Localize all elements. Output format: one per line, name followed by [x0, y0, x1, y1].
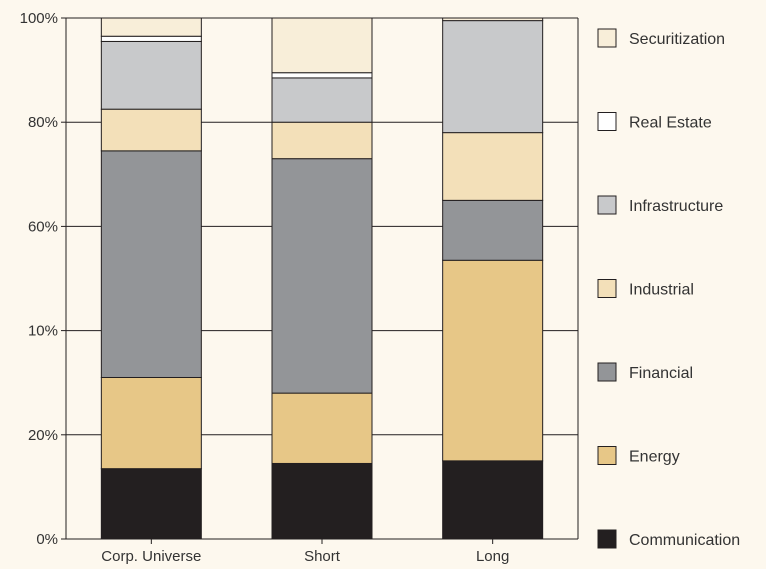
legend-item-communication: Communication — [597, 529, 740, 549]
legend-label: Financial — [629, 365, 693, 382]
legend-swatch — [597, 446, 617, 465]
legend-label: Energy — [629, 449, 680, 466]
bar-segment-energy — [442, 259, 544, 462]
bar-segment-infrastructure — [100, 40, 202, 110]
bars — [100, 17, 544, 540]
y-tick-label: 0% — [36, 531, 58, 548]
legend-swatch — [597, 362, 617, 382]
x-tick-label: Long — [476, 548, 509, 565]
bar-segment-real-estate — [100, 35, 202, 42]
bar-segment-securitization — [442, 17, 544, 22]
y-tick-labels: 0% 20% 10% 60% 80% 100% — [20, 10, 58, 548]
bar-segment-securitization — [271, 17, 373, 74]
x-tick-label: Corp. Universe — [101, 548, 201, 565]
bar-segment-communication — [271, 462, 373, 540]
legend-item-infrastructure: Infrastructure — [597, 195, 723, 215]
bar-segment-industrial — [100, 108, 202, 152]
legend-swatch — [597, 279, 617, 298]
y-tick-label: 60% — [28, 218, 58, 235]
bar-segment-financial — [442, 199, 544, 261]
legend-item-real-estate: Real Estate — [597, 112, 712, 132]
legend-label: Industrial — [629, 282, 694, 299]
legend-label: Real Estate — [629, 115, 712, 132]
legend-swatch — [597, 529, 617, 549]
bar-segment-financial — [100, 150, 202, 378]
bar-segment-industrial — [271, 121, 373, 160]
bar-segment-communication — [442, 460, 544, 540]
bar-segment-energy — [100, 376, 202, 470]
bar-segment-infrastructure — [442, 20, 544, 134]
legend-item-securitization: Securitization — [597, 28, 725, 48]
bar-segment-infrastructure — [271, 77, 373, 123]
bar-segment-securitization — [100, 17, 202, 37]
legend-label: Infrastructure — [629, 198, 723, 215]
bar-segment-real-estate — [271, 72, 373, 79]
y-tick-label: 80% — [28, 114, 58, 131]
legend-swatch — [597, 195, 617, 215]
legend-item-industrial: Industrial — [597, 279, 694, 299]
legend-label: Securitization — [629, 31, 725, 48]
legend-item-financial: Financial — [597, 362, 693, 382]
legend-swatch — [597, 112, 617, 131]
x-tick-labels: Corp. Universe Short Long — [101, 548, 509, 565]
y-tick-label: 20% — [28, 427, 58, 444]
legend-swatch — [597, 28, 617, 48]
legend: Securitization Real Estate Infrastructure I… — [597, 28, 740, 549]
bar-segment-energy — [271, 392, 373, 464]
y-tick-label: 10% — [28, 323, 58, 340]
legend-item-energy: Energy — [597, 446, 680, 466]
bar-segment-financial — [271, 158, 373, 394]
axes — [61, 17, 579, 544]
legend-label: Communication — [629, 532, 740, 549]
x-tick-label: Short — [304, 548, 341, 565]
bar-segment-communication — [100, 468, 202, 540]
bar-segment-industrial — [442, 132, 544, 201]
y-tick-label: 100% — [20, 10, 58, 27]
